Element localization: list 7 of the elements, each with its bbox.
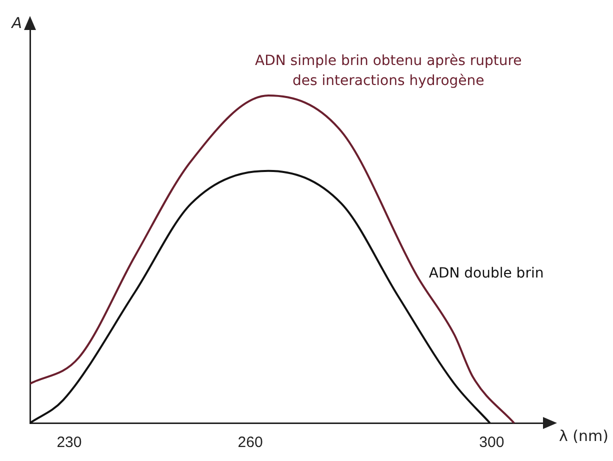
y-axis-title: A xyxy=(10,14,22,32)
text: ADN double brin xyxy=(428,265,544,282)
x-tick-label: 260 xyxy=(238,434,263,452)
x-tick-label: 230 xyxy=(56,434,82,452)
series-label: ADN simple brin obtenu après rupture des interactions hydrogène xyxy=(255,53,522,90)
x-tick-label: 300 xyxy=(479,434,504,452)
x-axis-title: λ (nm) xyxy=(559,426,608,445)
